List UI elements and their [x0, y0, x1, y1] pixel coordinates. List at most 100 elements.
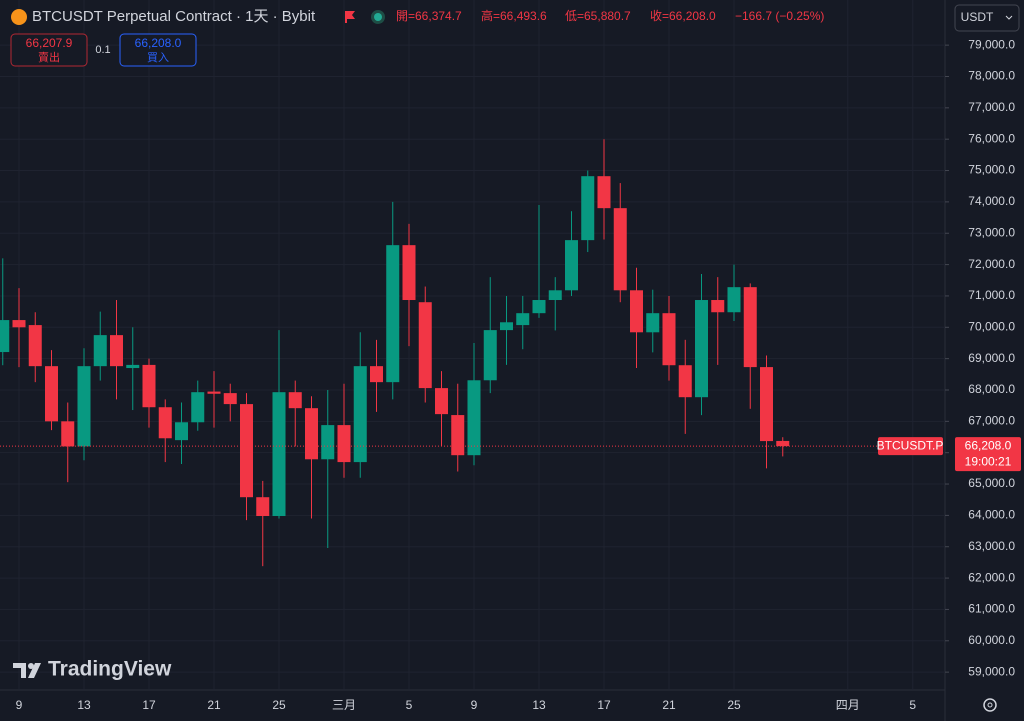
candle-body: [695, 300, 708, 398]
candle-body: [28, 325, 42, 367]
grid: 59,000.0 60,000.0 61,000.0 62,000.0 63,000.0…: [0, 0, 1015, 712]
candle-body: [451, 415, 465, 456]
y-tick-label: 77,000.0: [968, 100, 1015, 114]
y-tick-label: 70,000.0: [968, 319, 1015, 333]
candle-body: [467, 380, 481, 456]
flag-icon[interactable]: [345, 11, 355, 23]
y-tick-label: 73,000.0: [968, 225, 1015, 239]
y-tick-label: 71,000.0: [968, 288, 1015, 302]
candle-body: [305, 408, 318, 460]
y-tick-label: 75,000.0: [968, 163, 1015, 177]
candle-body: [272, 392, 286, 517]
x-tick-label: 17: [597, 698, 611, 712]
candle-body: [630, 290, 643, 333]
candle-body: [581, 176, 595, 241]
x-tick-label: 21: [662, 698, 676, 712]
candle-body: [0, 320, 10, 353]
candle-body: [727, 287, 741, 313]
candle-body: [711, 300, 725, 313]
y-tick-label: 59,000.0: [968, 664, 1015, 678]
symbol-label: BTCUSDT.P: [877, 438, 944, 452]
ohlc-open: 開=66,374.7: [396, 9, 462, 23]
logo-mark: [13, 663, 26, 678]
x-tick-label: 25: [727, 698, 741, 712]
buy-price: 66,208.0: [135, 36, 182, 50]
candle-body: [256, 497, 270, 517]
candle-body: [532, 300, 546, 314]
y-tick-label: 76,000.0: [968, 131, 1015, 145]
logo-slash: [28, 663, 41, 678]
candle-body: [142, 364, 156, 408]
candle-body: [223, 393, 237, 405]
candle-body: [288, 392, 302, 409]
y-tick-label: 62,000.0: [968, 570, 1015, 584]
ohlc-low: 低=65,880.7: [565, 9, 631, 23]
y-tick-label: 79,000.0: [968, 37, 1015, 51]
y-tick-label: 67,000.0: [968, 414, 1015, 428]
x-tick-label: 25: [272, 698, 286, 712]
candle-body: [516, 313, 530, 326]
x-tick-label: 5: [909, 698, 916, 712]
watermark-logo: TradingView: [13, 658, 172, 681]
ohlc-high: 高=66,493.6: [481, 8, 547, 23]
candles: [0, 139, 790, 567]
ohlc-close: 收=66,208.0: [650, 9, 716, 23]
candle-body: [483, 330, 497, 381]
y-tick-label: 68,000.0: [968, 382, 1015, 396]
buy-label: 買入: [147, 51, 169, 64]
settings-icon[interactable]: [983, 698, 997, 712]
y-tick-label: 72,000.0: [968, 257, 1015, 271]
candle-body: [240, 404, 253, 498]
x-tick-label: 5: [406, 698, 413, 712]
trade-quantity: 0.1: [95, 44, 110, 56]
sell-button[interactable]: [10, 33, 88, 67]
sell-label: 賣出: [38, 50, 60, 64]
watermark: TradingView: [48, 658, 172, 681]
y-tick-label: 74,000.0: [968, 194, 1015, 208]
settings-icon-center: [987, 702, 993, 708]
candle-body: [191, 392, 205, 423]
x-tick-label: 13: [532, 698, 546, 712]
y-tick-label: 60,000.0: [968, 633, 1015, 647]
x-tick-label: 四月: [836, 698, 860, 712]
currency-caret: [1005, 15, 1013, 20]
candle-body: [565, 240, 578, 291]
candle-body: [110, 335, 123, 367]
x-tick-label: 9: [471, 698, 478, 712]
candle-body: [402, 245, 416, 301]
candle-body: [93, 335, 107, 367]
candle-body: [597, 176, 611, 209]
overlay: BTCUSDT Perpetual Contract · 1天 · Bybit …: [0, 4, 1021, 712]
logo-dot: [28, 663, 34, 669]
candle-body: [418, 302, 432, 389]
buy-button[interactable]: [119, 33, 197, 67]
candle-body: [743, 287, 757, 368]
x-tick-label: 13: [77, 698, 91, 712]
candle-body: [500, 322, 513, 331]
candle-body: [678, 365, 692, 398]
y-tick-label: 61,000.0: [968, 602, 1015, 616]
price-label-box: [955, 437, 1021, 472]
x-tick-label: 三月: [332, 698, 356, 712]
candle-body: [158, 407, 172, 439]
coin-icon: [11, 9, 27, 25]
candle-body: [776, 440, 790, 447]
candle-body: [613, 208, 627, 291]
currency-label: USDT: [961, 10, 994, 24]
x-tick-label: 17: [142, 698, 156, 712]
y-tick-label: 69,000.0: [968, 351, 1015, 365]
candle-body: [370, 366, 383, 383]
candle-body: [662, 313, 676, 366]
y-tick-label: 65,000.0: [968, 476, 1015, 490]
currency-button[interactable]: [954, 4, 1020, 32]
candle-body: [386, 245, 400, 383]
candle-body: [175, 422, 188, 441]
x-tick-label: 9: [16, 698, 23, 712]
y-tick-label: 63,000.0: [968, 539, 1015, 553]
y-tick-label: 64,000.0: [968, 508, 1015, 522]
candle-body: [12, 320, 26, 328]
candle-body: [77, 366, 91, 447]
candle-body: [45, 366, 58, 422]
chart-title: BTCUSDT Perpetual Contract · 1天 · Bybit: [32, 8, 316, 25]
